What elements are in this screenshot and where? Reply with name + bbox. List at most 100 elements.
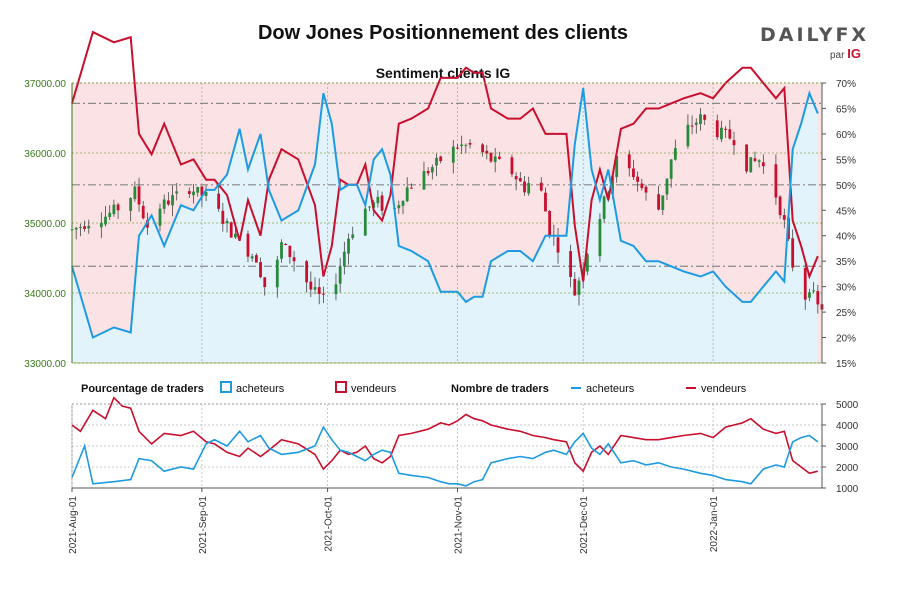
price-tick-label: 33000.00 [24,359,66,370]
candle-body [514,176,518,180]
candle-body [602,196,606,219]
percent-tick-label: 15% [836,359,856,370]
count-lines [71,396,819,487]
candle-body [598,219,602,257]
candle-body [368,206,371,208]
candle-body [724,128,728,130]
candle-body [732,140,736,146]
price-axis: 37000.00 36000.00 35000.00 34000.00 33000.00 [24,79,73,370]
count-axis: 5000 4000 3000 2000 1000 [821,400,859,495]
candle-body [715,120,719,138]
candle-body [280,242,283,259]
percent-tick-label: 20% [836,334,856,345]
candle-body [657,194,660,210]
logo-text: DAILYFX [760,24,870,46]
candle-body [699,114,702,124]
candle-body [133,186,137,200]
candle-body [774,164,778,198]
buyers-count-line [71,425,819,487]
candle-body [510,157,514,175]
candle-body [405,187,409,202]
candle-body [83,226,86,230]
candle-body [661,195,665,211]
legend-pct-sellers-swatch [335,381,347,393]
legend-pct-sellers: vendeurs [351,383,397,395]
candle-body [640,183,644,189]
logo-sub: par IG [830,46,861,61]
candle-body [229,222,233,238]
candle-body [493,156,497,162]
legend-pct-buyers: acheteurs [236,383,285,395]
candle-body [690,125,694,127]
candle-body [468,142,472,145]
candle-body [284,244,288,246]
buyers-fill [72,88,818,363]
date-tick-label: 2022-Jan-01 [709,496,720,553]
candle-body [397,205,401,209]
candle-body [636,176,640,182]
count-tick-label: 5000 [836,400,859,411]
date-tick-label: 2021-Sep-01 [198,496,209,554]
candle-body [347,238,350,254]
candle-body [812,290,816,292]
candle-body [745,144,748,172]
price-tick-label: 34000.00 [24,289,66,300]
percent-tick-label: 45% [836,206,856,217]
candle-body [782,215,786,220]
candle-body [481,144,485,153]
candle-body [627,154,631,169]
candle-body [137,186,141,205]
percent-tick-label: 60% [836,130,856,141]
candle-body [380,195,384,211]
candle-body [234,233,237,238]
percent-tick-label: 50% [836,181,856,192]
sellers-pct-line [71,30,819,282]
candle-body [585,254,589,272]
legend-count-title: Nombre de traders [451,383,549,395]
candle-body [129,198,133,211]
candle-body [632,168,635,178]
candle-body [351,234,355,238]
candle-body [112,204,116,215]
count-tick-label: 3000 [836,442,859,453]
candle-body [803,268,807,300]
candle-body [556,237,560,253]
percent-axis: 70% 65% 60% 55% 50% 45% 40% 35% 30% 25% 20% 15% [821,79,856,370]
percent-tick-label: 35% [836,257,856,268]
candle-body [171,195,174,206]
candle-body [778,196,782,216]
candle-body [539,182,543,191]
candle-body [728,129,732,139]
candle-body [259,262,262,278]
sentiment-lines [71,30,819,339]
candle-body [673,148,677,160]
dailyfx-logo: DAILYFX par IG [760,24,870,64]
candle-body [426,170,430,174]
candle-body [569,251,573,278]
candle-body [753,158,757,161]
candle-body [485,150,489,154]
candle-body [761,162,765,167]
candle-body [573,279,577,296]
candle-body [246,233,250,257]
date-tick-label: 2021-Oct-01 [324,496,335,552]
legend-count-buyers: acheteurs [586,383,635,395]
candle-body [87,225,91,229]
candle-body [99,222,103,228]
candle-body [523,181,526,193]
candle-body [221,210,225,224]
chart-title: Dow Jones Positionnement des clients [257,22,629,44]
chart-subtitle: Sentiment clients IG [376,65,511,81]
price-tick-label: 36000.00 [24,149,66,160]
candle-body [456,147,459,149]
candle-body [263,277,267,288]
candle-body [808,292,811,298]
candle-body [791,238,795,268]
candle-body [162,199,166,209]
candle-body [422,171,426,190]
candle-body [338,266,342,284]
candle-body [313,287,317,290]
price-candles [70,107,824,318]
candle-body [544,192,547,212]
